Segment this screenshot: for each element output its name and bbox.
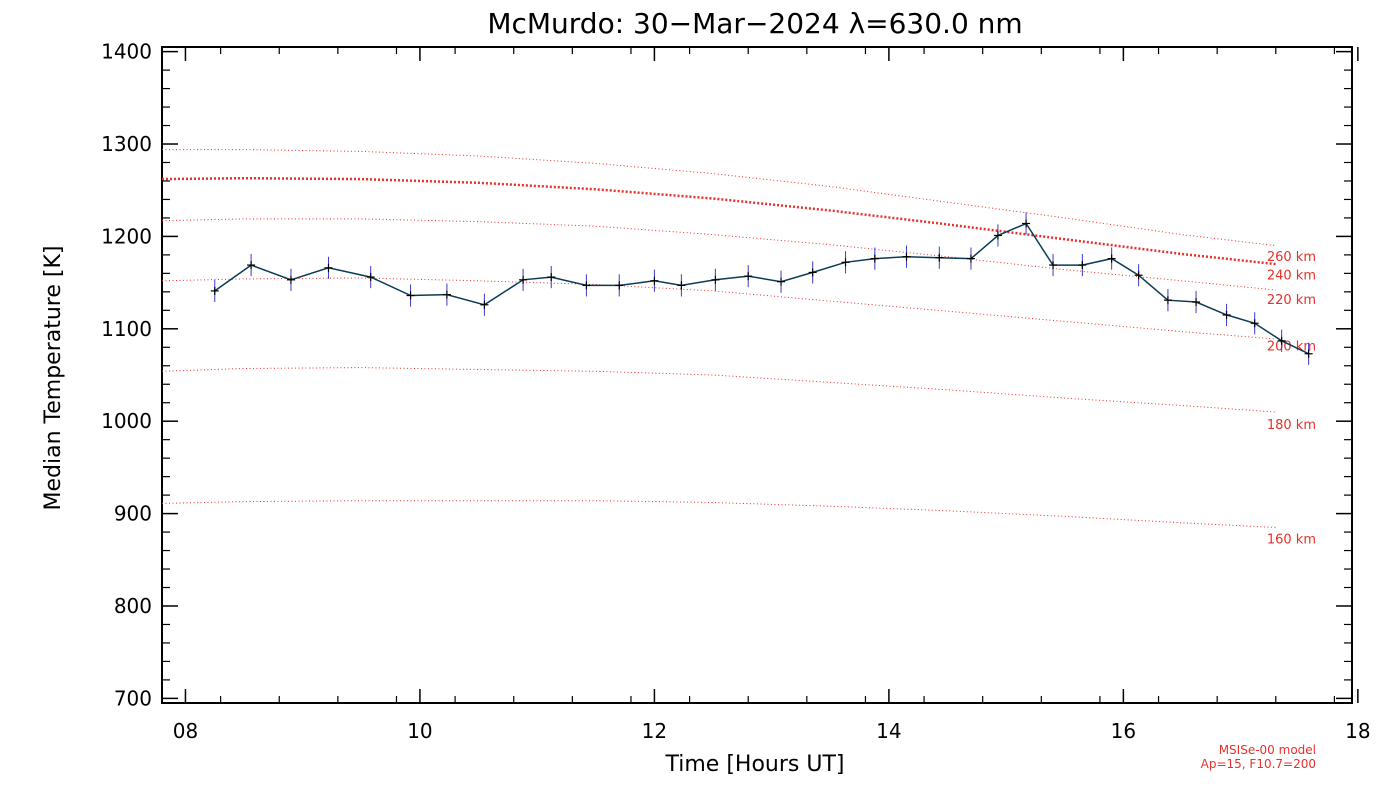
y-tick-label: 1100: [101, 317, 152, 341]
y-tick-label: 1000: [101, 409, 152, 433]
model-params-note: Ap=15, F10.7=200: [1201, 757, 1316, 771]
x-tick-label: 18: [1345, 719, 1370, 743]
model-altitude-label: 180 km: [1267, 418, 1316, 433]
y-axis-label: Median Temperature [K]: [41, 246, 66, 511]
axes: 08 10 12 14 16 18 700 800 900 1000 1100 1200 1300 140…: [101, 40, 1370, 743]
model-altitude-label: 220 km: [1267, 293, 1316, 308]
x-tick-label: 12: [642, 719, 667, 743]
model-curve: [161, 500, 1276, 528]
plot-frame: [161, 46, 1353, 704]
y-tick-label: 1400: [101, 40, 152, 64]
x-tick-label: 16: [1111, 719, 1136, 743]
model-name-note: MSISe-00 model: [1219, 743, 1316, 757]
x-tick-label: 08: [173, 719, 198, 743]
x-tick-label: 14: [876, 719, 901, 743]
model-curve: [161, 176, 1276, 266]
y-tick-label: 1300: [101, 132, 152, 156]
model-altitude-label: 260 km: [1267, 250, 1316, 265]
y-tick-label: 800: [114, 594, 152, 618]
y-tick-label: 1200: [101, 224, 152, 248]
y-tick-label: 900: [114, 502, 152, 526]
x-axis-label: Time [Hours UT]: [665, 752, 845, 777]
model-curve: [161, 277, 1276, 340]
chart-title: McMurdo: 30−Mar−2024 λ=630.0 nm: [487, 7, 1022, 40]
y-tick-label: 700: [114, 686, 152, 710]
model-altitude-label: 160 km: [1267, 533, 1316, 548]
measured-line: [214, 222, 1309, 355]
measured-series: [210, 212, 1313, 365]
model-curve: [161, 367, 1276, 413]
model-altitude-label: 240 km: [1267, 268, 1316, 283]
x-tick-label: 10: [407, 719, 432, 743]
model-curve: [162, 149, 1276, 247]
